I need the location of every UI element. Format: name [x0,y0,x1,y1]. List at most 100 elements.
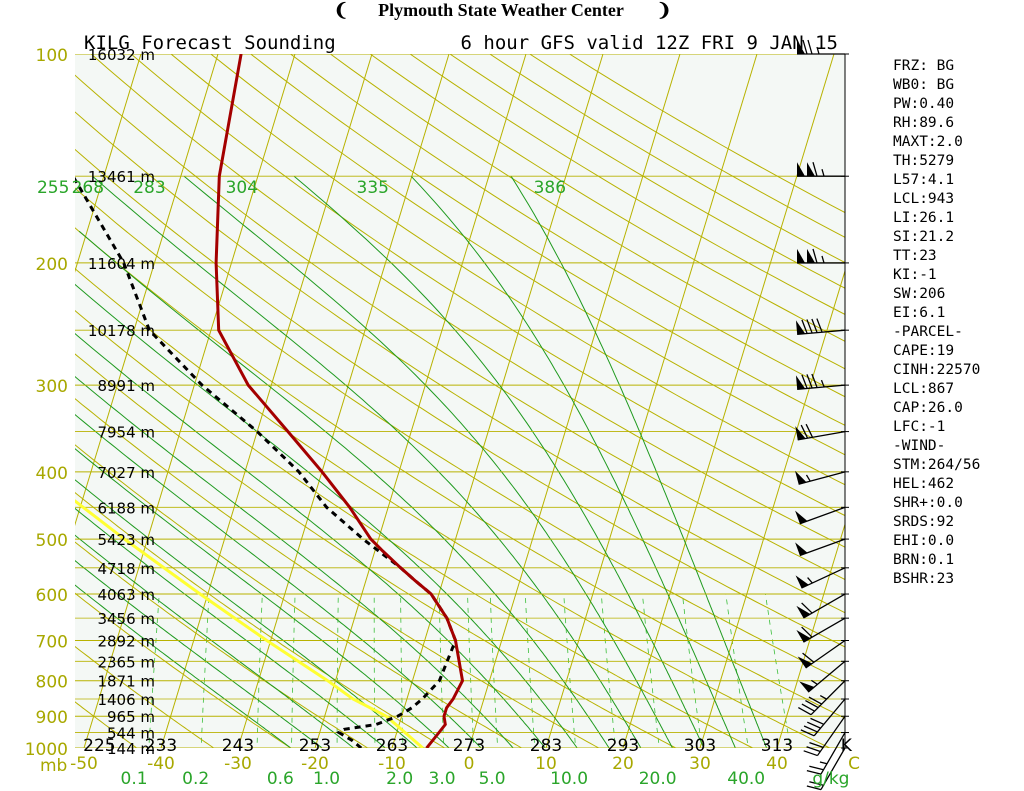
mixing-ratio-line [725,593,749,748]
index-item: CINH:22570 [893,362,980,378]
dry-adiabat-line [75,227,845,719]
isotherm-line [699,269,845,748]
moist-adiabat-line [75,333,546,748]
wind-barb [795,318,849,336]
dry-adiabat-lines [75,54,845,748]
dry-adiabat-line [75,444,523,748]
wind-barb-flag [795,575,809,589]
moist-adiabat-line [75,584,292,748]
wind-barb-full [806,374,813,389]
dewpoint-line [75,176,458,748]
isobar-lines [75,54,845,748]
moist-adiabat-line [75,448,450,748]
kelvin-label: K [841,736,853,756]
celsius-label: -50 [70,754,98,774]
height-label: 544 m [107,725,155,743]
moist-adiabat-line [75,479,418,748]
wind-barb-full [806,319,813,334]
index-item: FRZ: BG [893,58,954,74]
wind-barb-flag [797,248,805,263]
pressure-label: 700 [36,632,68,652]
pressure-label: 800 [36,673,68,693]
wind-barb [795,567,849,589]
theta-e-label: 304 [226,178,258,198]
mixing-ratio-line [400,593,404,748]
wind-barb-full [801,703,815,712]
wind-barb-full [801,602,813,614]
height-label: 2892 m [97,632,155,650]
index-item: BRN:0.1 [893,552,954,568]
wind-barb-half [819,695,827,700]
wind-barb-full [801,319,808,334]
celsius-label: 0 [464,754,475,774]
wind-barb [796,593,849,619]
header-flag-right-icon: ❩ [656,0,671,20]
wind-barb-staff [820,747,846,790]
moist-adiabat-line [78,230,610,748]
height-label: 4063 m [97,586,155,604]
height-labels: 16032 m 13461 m 11604 m 10178 m 8991 m 7954 m… [88,46,155,758]
mixing-ratio-line [336,593,339,748]
dry-adiabat-line [75,398,600,748]
pressure-label: 600 [36,586,68,606]
wind-barb [806,732,849,775]
background-grid [75,54,845,748]
wind-barb-full [802,39,808,55]
mixing-ratio-line [373,594,376,748]
wind-barb-full [806,785,822,791]
index-item: L57:4.1 [893,172,954,188]
mixing-ratio-label: 1.0 [313,769,340,789]
mixing-ratio-line [200,593,210,748]
dry-adiabat-line [75,74,845,581]
mixing-ratio-line [489,593,499,748]
dry-adiabat-line [75,541,369,748]
wind-barb-staff [797,430,846,441]
moist-adiabat-line [75,507,387,748]
pressure-unit-label: mb [40,756,67,776]
mixing-ratio-label: 40.0 [727,769,765,789]
kelvin-label: 303 [684,736,716,756]
wind-barb-full [812,162,818,177]
wind-barb-half [807,577,813,584]
height-label: 13461 m [88,168,155,186]
mixing-ratio-label: 10.0 [550,769,588,789]
wind-barb-half [819,761,828,765]
wind-barb-half [805,474,811,482]
wind-barb [806,747,849,791]
wind-barb-half [821,169,825,177]
celsius-label: 20 [612,754,634,774]
height-label: 16032 m [88,46,155,64]
header: ❨ Plymouth State Weather Center ❩ [333,0,671,20]
mixing-ratio-label: 0.6 [267,769,294,789]
wind-barb-flag [797,162,805,177]
dry-adiabat-line [170,54,845,486]
wind-barb [803,715,849,757]
index-item: BSHR:23 [893,571,954,587]
wind-barb-flag [797,656,813,669]
theta-e-label: 386 [534,178,566,198]
wind-barb-full [807,721,821,729]
celsius-label: 30 [689,754,711,774]
index-item: STM:264/56 [893,457,980,473]
height-label: 4718 m [97,560,155,578]
wind-barb-flag [795,426,806,440]
index-item: PW:0.40 [893,96,954,112]
wind-barb-flag [807,248,815,263]
wind-barb [797,639,849,669]
wind-barb [795,423,849,441]
dry-adiabat-line [75,492,446,748]
pressure-label: 1000 [25,740,68,760]
parcel-trace-line [75,499,424,748]
wind-barb-flag [807,162,815,177]
moist-adiabat-line [75,413,482,748]
kelvin-label: 233 [145,736,177,756]
header-title: Plymouth State Weather Center [378,0,624,20]
wind-barb-half [821,255,825,264]
sounding-indices: FRZ: BG WB0: BG PW:0.40 RH:89.6 MAXT:2.0 TH:5… [893,58,980,587]
wind-barb-flag [796,605,811,619]
pressure-label: 200 [36,255,68,275]
mixing-ratio-label: 3.0 [429,769,456,789]
height-label: 8991 m [97,377,155,395]
isotherm-line [160,54,373,748]
